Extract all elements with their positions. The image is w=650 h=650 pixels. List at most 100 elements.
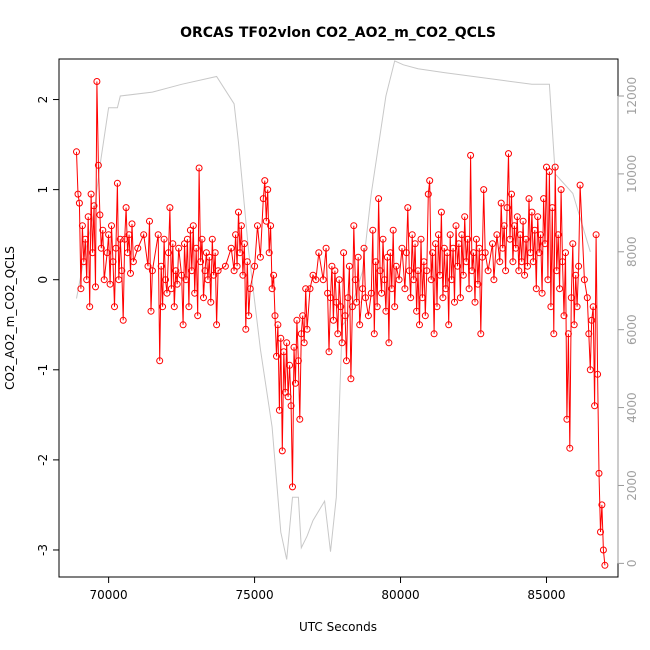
data-point	[437, 208, 445, 216]
data-point	[424, 190, 432, 198]
data-point	[87, 190, 95, 198]
data-point	[356, 321, 364, 329]
data-point	[154, 231, 162, 239]
data-point	[205, 253, 213, 261]
data-point	[77, 285, 85, 293]
data-point	[183, 235, 191, 243]
data-point	[162, 276, 169, 284]
secondary-y-axis-tick-label: 2000	[625, 470, 639, 501]
data-point	[89, 249, 97, 257]
data-point	[302, 285, 310, 293]
data-point	[315, 249, 323, 257]
data-point	[210, 271, 218, 279]
data-point	[122, 204, 130, 212]
data-point	[522, 235, 530, 243]
data-point	[566, 444, 574, 452]
data-point	[83, 276, 91, 284]
data-point	[106, 280, 114, 288]
data-point	[528, 208, 536, 216]
data-point	[245, 312, 253, 320]
data-point	[80, 258, 88, 266]
data-point	[251, 262, 259, 270]
data-point	[515, 267, 523, 275]
data-point	[534, 213, 542, 221]
y-axis-tick-label: -3	[36, 544, 50, 556]
y-axis-tick-label: 0	[36, 276, 50, 284]
data-point	[194, 312, 202, 320]
data-point	[299, 312, 307, 320]
data-point	[261, 177, 269, 185]
data-point	[518, 258, 526, 266]
data-point	[144, 262, 152, 270]
data-point	[90, 202, 98, 210]
data-point	[74, 190, 82, 198]
data-point	[423, 267, 431, 275]
chart-title: ORCAS TF02vlon CO2_AO2_m_CO2_QCLS	[180, 25, 496, 41]
data-point	[124, 249, 132, 257]
data-point	[559, 258, 566, 266]
data-point	[477, 330, 485, 338]
data-point	[348, 303, 356, 311]
data-point	[416, 321, 423, 329]
data-point	[547, 303, 555, 311]
data-point	[92, 283, 99, 291]
data-point	[562, 249, 569, 257]
data-point	[563, 415, 571, 423]
data-point	[214, 267, 222, 275]
data-point	[502, 267, 510, 275]
data-point	[439, 294, 447, 302]
data-point	[516, 231, 524, 239]
data-point	[284, 393, 292, 401]
data-point	[408, 231, 416, 239]
data-point	[461, 213, 469, 221]
data-point	[115, 276, 123, 284]
data-point	[233, 262, 241, 270]
data-point	[353, 298, 361, 306]
data-point	[178, 271, 186, 279]
data-point	[140, 231, 148, 239]
data-point	[435, 231, 442, 239]
data-point	[179, 321, 187, 329]
data-point	[413, 307, 421, 315]
data-point	[524, 262, 531, 270]
data-point	[163, 289, 171, 297]
x-axis-tick-label: 75000	[235, 588, 273, 602]
data-point	[401, 285, 409, 293]
data-point	[81, 235, 89, 243]
data-point	[512, 244, 520, 252]
data-point	[569, 240, 577, 248]
data-point	[113, 179, 121, 187]
data-point	[273, 352, 280, 360]
data-point	[572, 271, 580, 279]
data-point	[294, 357, 302, 365]
data-point	[350, 222, 358, 230]
data-point	[497, 199, 505, 207]
data-point	[538, 289, 546, 297]
data-point	[472, 235, 480, 243]
data-point	[379, 235, 387, 243]
data-point	[550, 330, 558, 338]
data-point	[322, 244, 330, 252]
data-point	[270, 271, 278, 279]
data-point	[170, 303, 178, 311]
data-point	[331, 267, 339, 275]
data-point	[433, 303, 441, 311]
data-point	[208, 235, 216, 243]
data-point	[489, 240, 496, 248]
data-point	[354, 253, 362, 261]
data-point	[402, 249, 410, 257]
data-point	[475, 244, 483, 252]
data-point	[344, 294, 352, 302]
data-point	[351, 276, 359, 284]
data-point	[421, 312, 429, 320]
data-point	[340, 249, 348, 257]
data-point	[300, 339, 308, 347]
data-point	[271, 312, 279, 320]
data-point	[551, 163, 559, 171]
data-point	[111, 303, 118, 311]
data-point	[601, 561, 609, 569]
data-point	[274, 321, 282, 329]
data-point	[84, 213, 92, 221]
data-point	[575, 262, 583, 270]
data-point	[554, 231, 562, 239]
